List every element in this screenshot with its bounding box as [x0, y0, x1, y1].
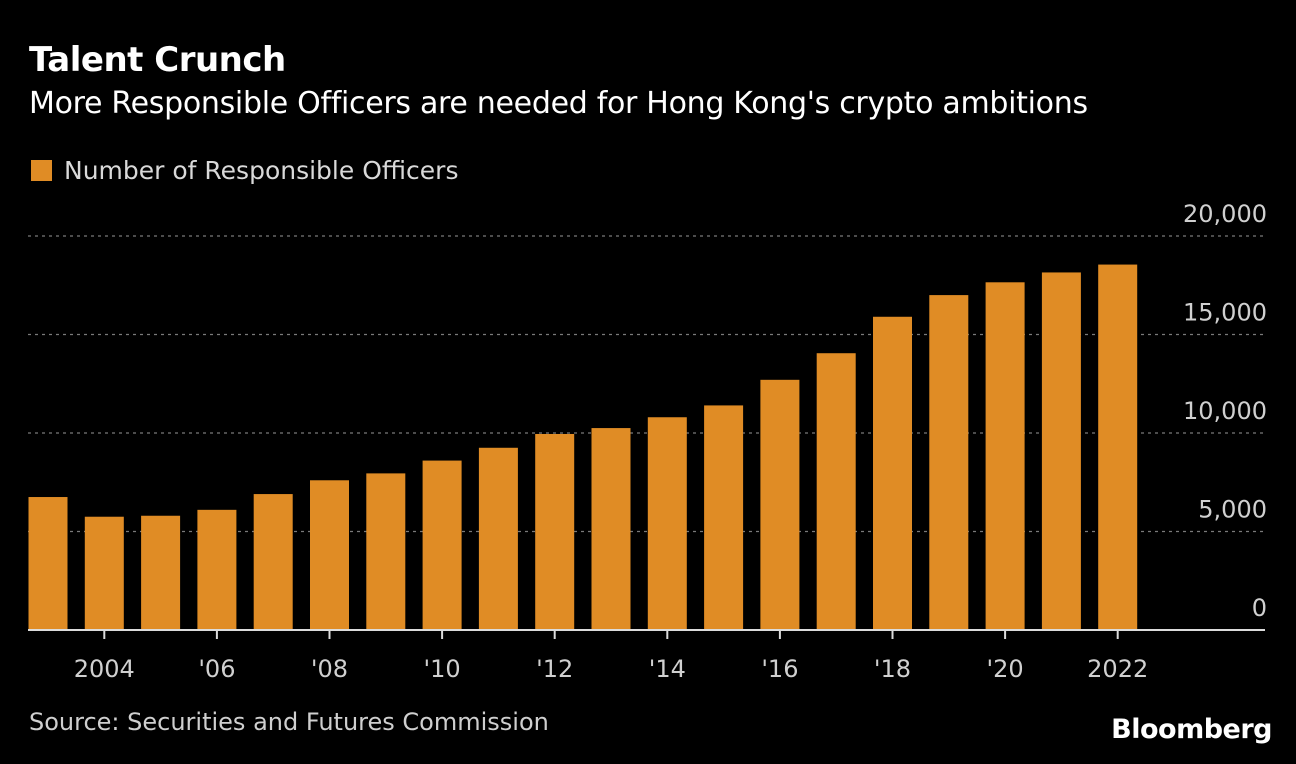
source-note: Source: Securities and Futures Commissio…	[29, 708, 549, 736]
bar	[873, 316, 912, 630]
legend-swatch	[31, 160, 52, 181]
bar	[197, 509, 237, 630]
x-tick-label: 2022	[1087, 655, 1148, 683]
x-tick-label: '10	[424, 655, 461, 683]
x-tick-label: '12	[536, 655, 573, 683]
bar	[478, 447, 518, 630]
x-tick-label: '20	[987, 655, 1024, 683]
bar	[1041, 272, 1081, 630]
bar	[760, 379, 800, 630]
bar	[84, 516, 124, 630]
y-axis: 0 5,000 10,000 15,000 20,000	[1183, 200, 1267, 622]
chart-title: Talent Crunch	[29, 40, 286, 80]
bar	[647, 417, 687, 630]
y-tick-label: 20,000	[1183, 200, 1267, 228]
bar	[28, 497, 68, 630]
chart-subtitle: More Responsible Officers are needed for…	[29, 86, 1088, 121]
bar	[422, 460, 462, 630]
bar	[929, 295, 969, 630]
x-tick-label: '16	[761, 655, 798, 683]
x-tick-labels: 2004 '06 '08 '10 '12 '14 '16 '18 '20 2022	[74, 655, 1148, 683]
bar	[253, 494, 293, 630]
bar	[535, 433, 575, 630]
bar	[591, 428, 631, 630]
x-tick-label: '06	[198, 655, 235, 683]
legend: Number of Responsible Officers	[31, 156, 458, 185]
bar	[1098, 264, 1138, 630]
y-tick-label: 5,000	[1198, 496, 1267, 524]
y-tick-label: 10,000	[1183, 397, 1267, 425]
bar	[985, 282, 1025, 630]
x-tick-label: '18	[874, 655, 911, 683]
x-tick-label: 2004	[74, 655, 135, 683]
x-tick-label: '14	[649, 655, 686, 683]
bloomberg-logo: Bloomberg	[1111, 714, 1272, 745]
bar	[310, 480, 349, 630]
bar	[704, 405, 744, 630]
bar	[141, 515, 181, 630]
y-tick-label: 15,000	[1183, 299, 1267, 327]
bars	[28, 264, 1138, 630]
x-axis	[28, 629, 1265, 639]
legend-label: Number of Responsible Officers	[64, 156, 459, 185]
bar	[816, 353, 856, 630]
bar	[366, 473, 406, 630]
y-tick-label: 0	[1252, 594, 1267, 622]
x-tick-label: '08	[311, 655, 348, 683]
